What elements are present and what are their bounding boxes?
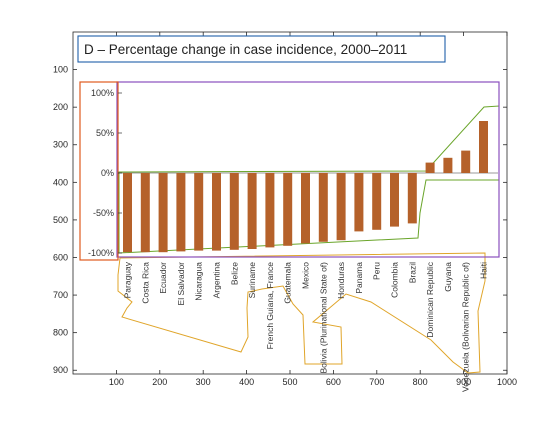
outer-y-tick-label: 800 [53, 328, 68, 338]
outer-x-tick-label: 1000 [497, 377, 517, 387]
bar [318, 173, 328, 242]
bar [176, 173, 186, 252]
category-label: Honduras [336, 262, 346, 299]
category-label: Dominican Republic [425, 261, 435, 337]
category-labels: Paraguay Costa Rica Ecuador El Salvador Nica… [123, 261, 489, 392]
category-label: French Guiana, France [265, 262, 275, 350]
outer-y-tick-label: 300 [53, 140, 68, 150]
category-label: Belize [229, 262, 239, 285]
bar [194, 173, 204, 251]
inner-y-tick-label: 50% [96, 128, 114, 138]
outer-x-tick-label: 700 [369, 377, 384, 387]
outer-x-tick-label: 500 [282, 377, 297, 387]
category-label: Nicaragua [194, 262, 204, 301]
category-label: Peru [372, 262, 382, 280]
bar [212, 173, 221, 251]
bar [336, 173, 346, 241]
ytick-annotation-box [79, 81, 119, 261]
outer-y-tick-label: 500 [53, 215, 68, 225]
category-label: Suriname [247, 262, 257, 299]
outer-x-tick-label: 800 [413, 377, 428, 387]
bars-group [123, 121, 488, 253]
plot-annotation-box [116, 81, 500, 258]
outer-x-tick-label: 900 [456, 377, 471, 387]
bar [479, 121, 488, 173]
outer-x-tick-label: 600 [326, 377, 341, 387]
outer-y-ticks: 100 200 300 400 500 600 700 800 900 [53, 65, 507, 375]
outer-x-tick-label: 300 [196, 377, 211, 387]
bar [372, 173, 382, 230]
inner-y-tick-label: 0% [101, 168, 114, 178]
bar [283, 173, 293, 246]
bar [123, 173, 132, 253]
bar [425, 162, 435, 173]
category-label: Venezuela (Bolivarian Republic of) [461, 262, 471, 392]
outer-x-ticks: 100 200 300 400 500 600 700 800 900 1000 [109, 32, 517, 387]
category-label: Argentina [212, 262, 222, 299]
chart-title: D – Percentage change in case incidence,… [84, 42, 407, 57]
category-label: El Salvador [176, 262, 186, 306]
category-label: Guatemala [283, 262, 293, 304]
outer-y-tick-label: 100 [53, 65, 68, 75]
category-label: Brazil [407, 262, 417, 283]
category-label: Costa Rica [140, 262, 150, 304]
outer-x-tick-label: 200 [152, 377, 167, 387]
category-label: Bolivia (Plurinational State of) [318, 262, 328, 374]
outer-y-tick-label: 700 [53, 290, 68, 300]
bar [247, 173, 257, 249]
outer-y-tick-label: 900 [53, 365, 68, 375]
bar [265, 173, 275, 248]
category-label: Colombia [390, 262, 400, 298]
bar [301, 173, 310, 244]
bar [461, 150, 471, 173]
bar [158, 173, 168, 253]
outer-y-tick-label: 600 [53, 252, 68, 262]
outer-x-tick-label: 400 [239, 377, 254, 387]
outer-y-tick-label: 200 [53, 102, 68, 112]
labels-annotation-outline [117, 252, 486, 374]
title-box [77, 35, 446, 63]
bar [390, 173, 399, 227]
bar [443, 157, 453, 173]
category-label: Paraguay [123, 261, 133, 298]
category-label: Haiti [479, 262, 489, 279]
outer-y-tick-label: 400 [53, 177, 68, 187]
bar [229, 173, 239, 250]
inner-y-tick-label: 100% [91, 88, 114, 98]
category-label: Mexico [301, 262, 311, 289]
bar [354, 173, 364, 232]
bar [140, 173, 150, 253]
category-label: Ecuador [158, 262, 168, 294]
category-label: Panama [354, 262, 364, 294]
inner-y-tick-label: -100% [88, 248, 114, 258]
category-label: Guyana [443, 262, 453, 292]
outer-x-tick-label: 100 [109, 377, 124, 387]
inner-y-tick-label: -50% [93, 208, 114, 218]
bar [407, 173, 417, 224]
